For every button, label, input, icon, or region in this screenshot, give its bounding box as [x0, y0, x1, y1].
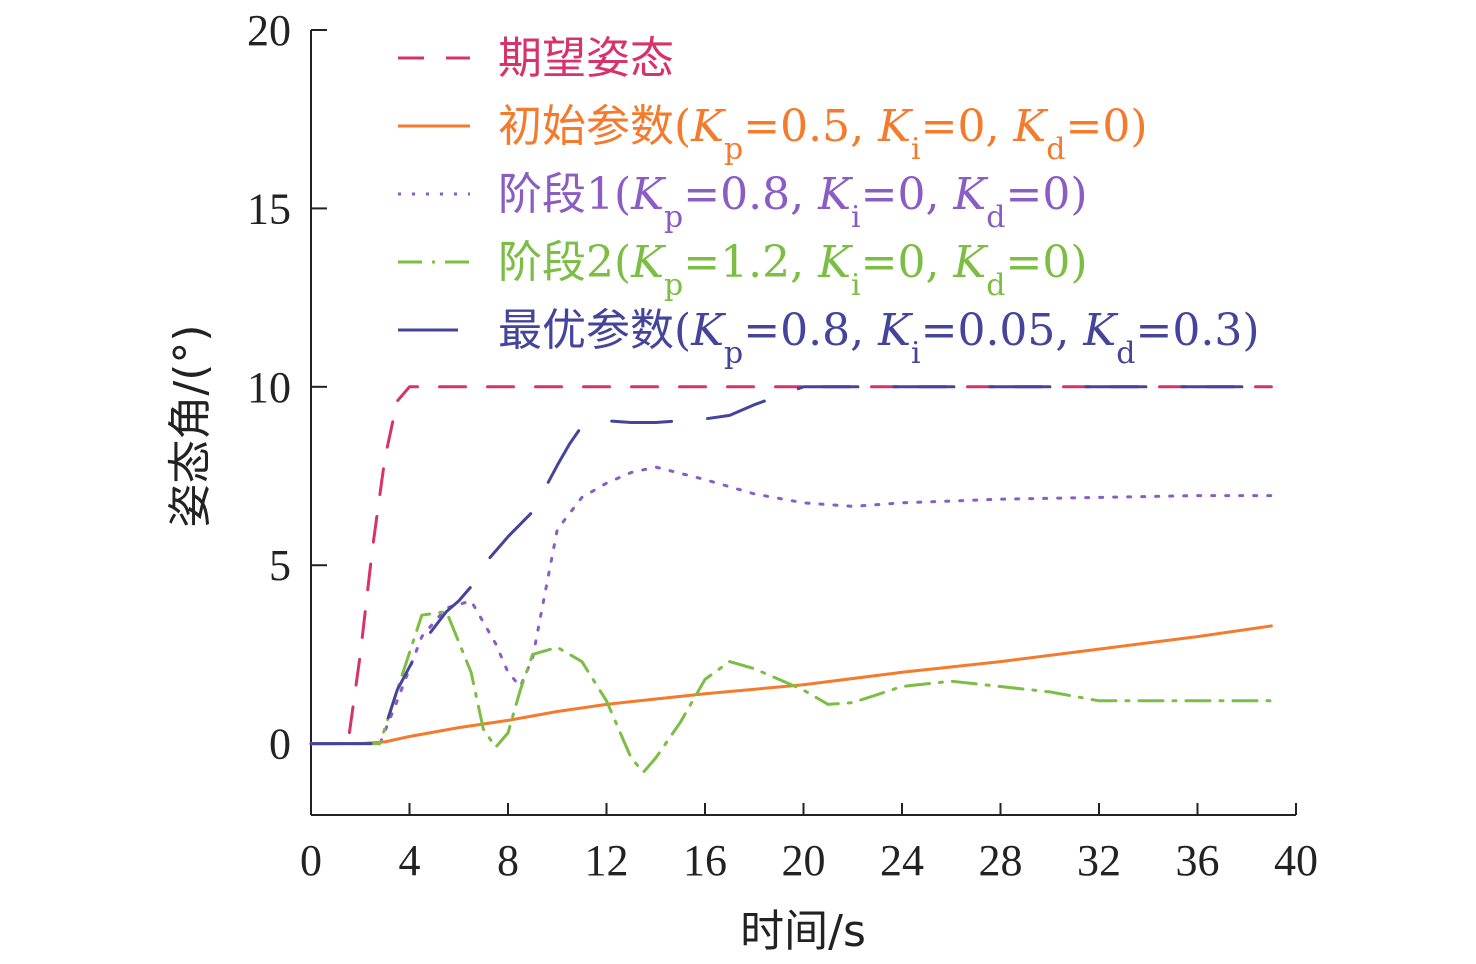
series-layer	[309, 385, 1273, 774]
axes: 0 4 8 12 16 20 24 28 32 36 40 0 5 10 15 20	[247, 6, 1318, 885]
x-tick-label: 12	[585, 836, 629, 885]
x-tick-label: 36	[1176, 836, 1220, 885]
x-tick-label: 8	[497, 836, 519, 885]
series-line-1	[309, 385, 1273, 746]
series-line-3	[309, 465, 1273, 746]
x-tick-label: 28	[979, 836, 1023, 885]
x-axis-title: 时间/s	[740, 906, 866, 957]
x-tick-label: 4	[399, 836, 421, 885]
legend-label-3: 阶段1(Kp=0.8, Ki=0, Kd=0)	[498, 169, 1088, 235]
y-tick-label: 5	[269, 541, 291, 590]
legend-label-2: 初始参数(Kp=0.5, Ki=0, Kd=0)	[498, 101, 1148, 167]
y-tick-label: 10	[247, 363, 291, 412]
x-tick-label: 0	[300, 836, 322, 885]
legend-label-4: 阶段2(Kp=1.2, Ki=0, Kd=0)	[498, 237, 1088, 303]
y-axis-title: 姿态角/(°)	[165, 324, 216, 527]
y-tick-label: 15	[247, 184, 291, 233]
x-tick-label: 16	[683, 836, 727, 885]
y-tick-label: 0	[269, 720, 291, 769]
x-tick-label: 32	[1077, 836, 1121, 885]
series-line-2	[309, 624, 1273, 746]
legend-label-1: 期望姿态	[498, 33, 674, 84]
series-line-4	[309, 610, 1273, 774]
x-tick-label: 20	[782, 836, 826, 885]
x-tick-label: 40	[1274, 836, 1318, 885]
series-line-5	[309, 385, 1273, 746]
y-tick-label: 20	[247, 6, 291, 55]
x-tick-label: 24	[880, 836, 924, 885]
legend-label-5: 最优参数(Kp=0.8, Ki=0.05, Kd=0.3)	[498, 305, 1260, 371]
